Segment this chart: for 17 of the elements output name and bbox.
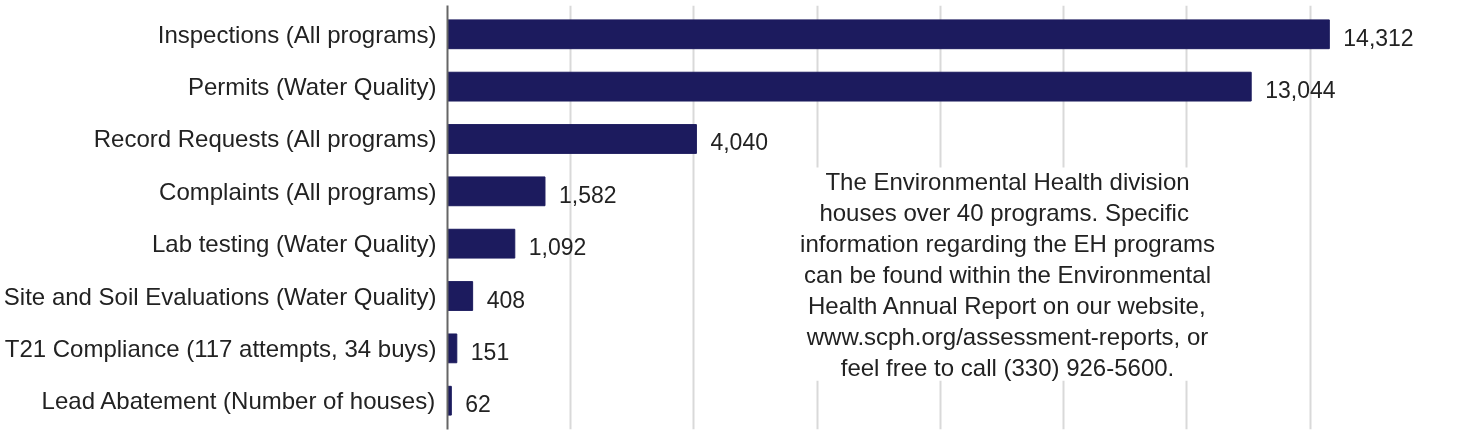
data-label: 408: [486, 286, 526, 313]
y-tick-label: Record Requests (All programs): [93, 125, 437, 153]
data-label: 14,312: [1343, 24, 1414, 51]
y-tick-label: Site and Soil Evaluations (Water Quality): [3, 282, 437, 310]
data-label: 151: [470, 338, 510, 365]
data-label: 4,040: [710, 129, 768, 156]
data-label: 62: [465, 391, 491, 418]
y-tick-label: Permits (Water Quality): [188, 73, 437, 101]
data-label: 1,092: [528, 234, 587, 261]
data-label: 13,044: [1265, 77, 1336, 104]
data-label: 1,582: [558, 181, 617, 208]
y-tick-label: Lab testing (Water Quality): [151, 230, 437, 258]
annotation: The Environmental Health division houses over 40 programs. Specific information regarding the EH programs can be found within the Environmental Health Annual Report on our website, www.scph.org/assessment-reports, or feel free to call (330) 926-5600.: [800, 167, 1215, 381]
y-tick-label: Lead Abatement (Number of houses): [41, 387, 436, 415]
y-tick-label: T21 Compliance (117 attempts, 34 buys): [4, 334, 437, 362]
y-tick-label: Complaints (All programs): [159, 177, 437, 205]
y-tick-label: Inspections (All programs): [157, 20, 437, 48]
